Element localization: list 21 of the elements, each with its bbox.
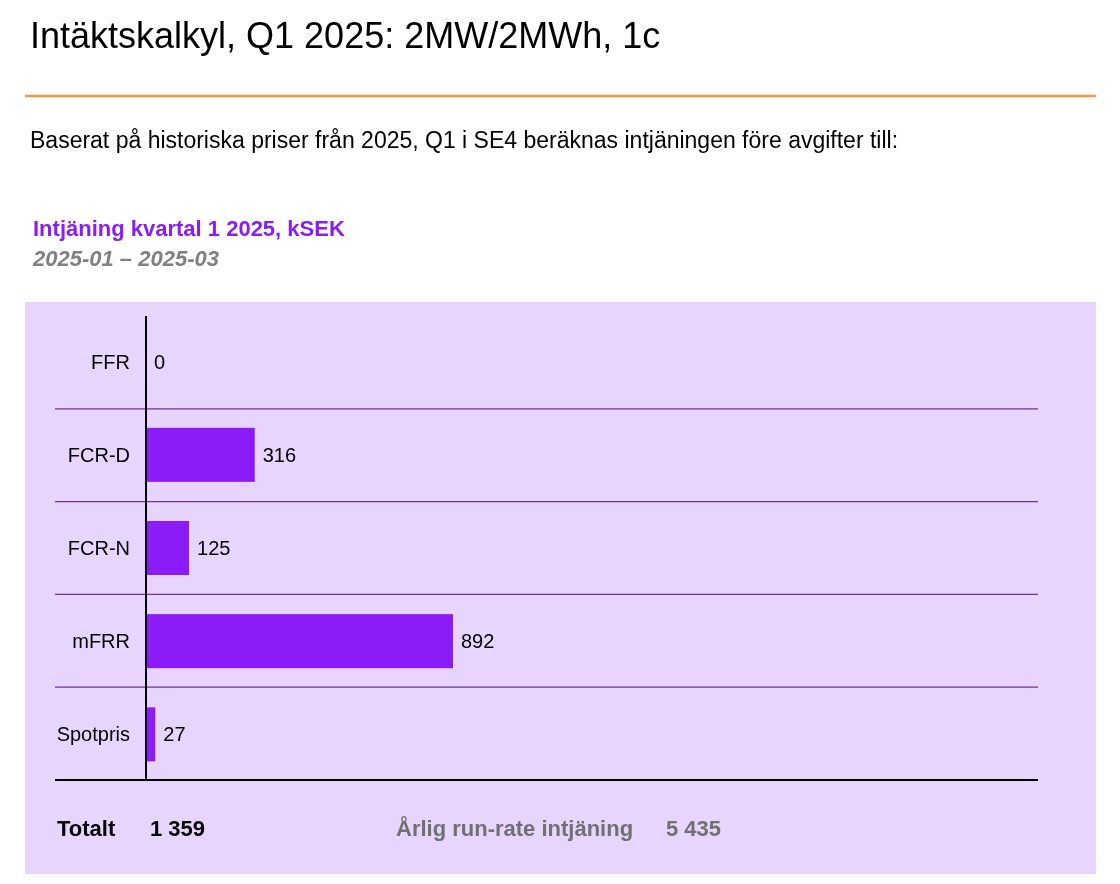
text: 5 435 (666, 816, 722, 841)
y-tick-label: FCR-D (67, 443, 130, 466)
y-tick-label: FCR-N (67, 537, 130, 559)
bar (146, 427, 255, 482)
text: Totalt (57, 816, 116, 841)
bar (146, 520, 190, 576)
data-label: 892 (461, 630, 495, 653)
text: Årlig run-rate intjäning (396, 815, 634, 841)
y-tick-label: FFR (91, 350, 130, 373)
data-label: 0 (154, 350, 166, 373)
text: Intjäning kvartal 1 2025, kSEK (33, 216, 345, 241)
data-label: 316 (262, 443, 297, 466)
text: 1 359 (150, 816, 206, 841)
chart-title: Intäktskalkyl, Q1 2025: 2MW/2MWh, 1c (30, 15, 661, 56)
y-tick-label: mFRR (72, 630, 130, 653)
data-label: 125 (197, 537, 231, 559)
chart-subtitle: Baserat på historiska priser från 2025, Q1 i SE4 beräknas intjäningen före avgifter till: (30, 127, 899, 153)
data-label: 27 (163, 723, 186, 746)
text: 2025-01 – 2025-03 (32, 246, 219, 271)
bar (146, 614, 453, 669)
y-tick-label: Spotpris (56, 723, 130, 746)
